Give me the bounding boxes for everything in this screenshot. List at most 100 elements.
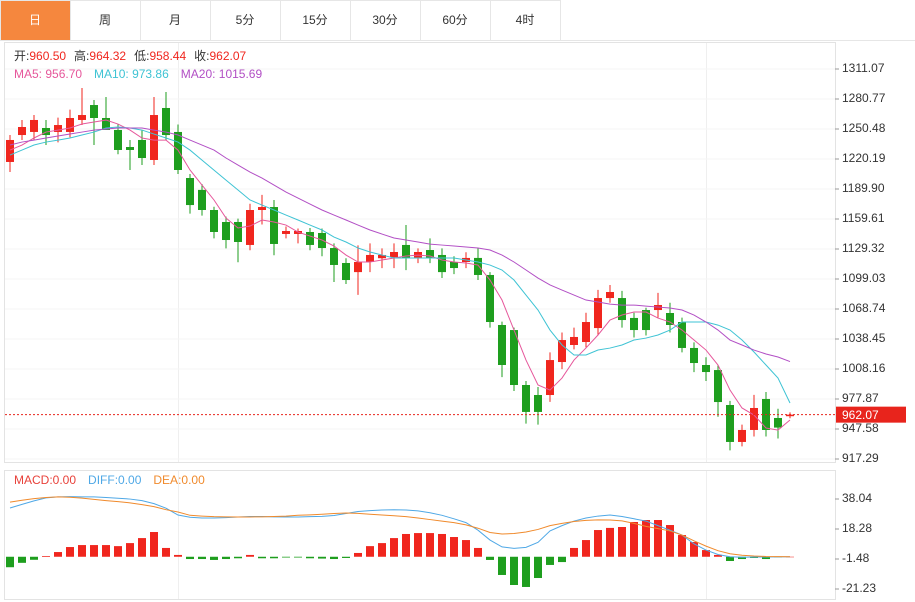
- candle-body: [546, 360, 554, 396]
- macd-bar: [630, 521, 638, 557]
- tab[interactable]: 周: [70, 0, 141, 41]
- macd-bar: [402, 533, 410, 557]
- legend-entry: MA10: 973.86: [94, 67, 169, 81]
- tab-bg[interactable]: [70, 0, 141, 41]
- candle-body: [138, 139, 146, 159]
- main-frame: [4, 42, 836, 463]
- tab-label[interactable]: 月: [169, 13, 181, 27]
- macd-bar: [606, 527, 614, 557]
- candle-body: [234, 221, 242, 242]
- tab-label[interactable]: 60分: [442, 13, 467, 27]
- macd-bar: [186, 556, 194, 560]
- tab-label[interactable]: 日: [29, 13, 41, 27]
- tab-label[interactable]: 5分: [236, 13, 255, 27]
- candle-body: [678, 322, 686, 348]
- y-tick-label: 1280.77: [842, 91, 886, 105]
- tab-bg[interactable]: [140, 0, 211, 41]
- ohlc-label: 高:: [74, 48, 89, 63]
- y-tick-label: 1311.07: [842, 61, 885, 75]
- legend-entry: DIFF:0.00: [88, 473, 142, 487]
- macd-bar: [690, 542, 698, 557]
- ma-legend: MA5: 956.70 MA10: 973.86 MA20: 1015.69: [14, 67, 262, 81]
- macd-bar: [54, 552, 62, 557]
- macd-bar: [738, 556, 746, 560]
- candle-body: [42, 127, 50, 136]
- tab[interactable]: 4时: [490, 0, 561, 41]
- candle-body: [150, 115, 158, 160]
- candle-body: [114, 129, 122, 150]
- y-tick-label: -21.23: [842, 581, 876, 595]
- tab-bg[interactable]: [420, 0, 491, 41]
- tab[interactable]: 5分: [210, 0, 281, 41]
- macd-bar: [522, 556, 530, 587]
- candle-body: [366, 254, 374, 262]
- tab-bg[interactable]: [210, 0, 281, 41]
- candle-body: [486, 274, 494, 323]
- macd-bar: [150, 532, 158, 557]
- ohlc-label: 低:: [134, 49, 149, 63]
- macd-bar: [498, 556, 506, 575]
- macd-bar: [378, 543, 386, 557]
- tab[interactable]: 月: [140, 0, 211, 41]
- macd-bar: [318, 556, 326, 559]
- candle-body: [774, 417, 782, 428]
- tab-label[interactable]: 30分: [372, 13, 397, 27]
- tab-label[interactable]: 周: [99, 13, 111, 27]
- y-tick-label: 947.58: [842, 421, 879, 435]
- candle-body: [786, 414, 794, 417]
- tab-bg[interactable]: [280, 0, 351, 41]
- tab[interactable]: 30分: [350, 0, 421, 41]
- y-tick-label: 1008.16: [842, 361, 886, 375]
- tab-bg[interactable]: [490, 0, 561, 41]
- candle-body: [198, 189, 206, 211]
- macd-bar: [678, 535, 686, 557]
- y-tick-label: 1038.45: [842, 331, 886, 345]
- tab-label[interactable]: 15分: [302, 13, 327, 27]
- macd-bar: [474, 547, 482, 557]
- indicator-line: [9, 496, 791, 558]
- macd-bar: [90, 545, 98, 557]
- candle-body: [18, 127, 26, 136]
- tab[interactable]: 60分: [420, 0, 491, 41]
- candle-body: [498, 324, 506, 365]
- macd-bar: [594, 530, 602, 557]
- tab-bg[interactable]: [350, 0, 421, 41]
- y-tick-label: 1159.61: [842, 211, 885, 225]
- macd-bar: [42, 555, 50, 557]
- legend-entry: MA5: 956.70: [14, 67, 82, 81]
- macd-bar: [702, 550, 710, 557]
- tab-label[interactable]: 4时: [516, 13, 535, 27]
- macd-bar: [174, 554, 182, 557]
- macd-bar: [18, 556, 26, 563]
- candle-body: [726, 405, 734, 442]
- macd-bar: [462, 540, 470, 557]
- macd-bar: [78, 545, 86, 557]
- candle-body: [330, 248, 338, 265]
- candle-body: [474, 257, 482, 275]
- macd-bar: [30, 556, 38, 560]
- tab[interactable]: 15分: [280, 0, 351, 41]
- macd-bar: [642, 520, 650, 557]
- candle-body: [630, 317, 638, 331]
- candle-body: [510, 330, 518, 386]
- macd-bar: [114, 546, 122, 557]
- macd-bar: [570, 547, 578, 557]
- candle-body: [738, 429, 746, 442]
- ohlc-value: 958.44: [149, 49, 186, 63]
- candle-body: [246, 210, 254, 245]
- candle-body: [162, 107, 170, 136]
- macd-bar: [258, 556, 266, 559]
- candle-body: [210, 210, 218, 232]
- tab[interactable]: 日: [0, 0, 71, 41]
- candle-body: [522, 385, 530, 412]
- ohlc-value: 964.32: [89, 49, 126, 63]
- candle-body: [126, 147, 134, 150]
- candle-body: [102, 117, 110, 130]
- y-tick-label: 38.04: [842, 491, 872, 505]
- candle-body: [582, 322, 590, 343]
- y-tick-label: 1068.74: [842, 301, 886, 315]
- candle-body: [78, 115, 86, 120]
- macd-bar: [510, 556, 518, 585]
